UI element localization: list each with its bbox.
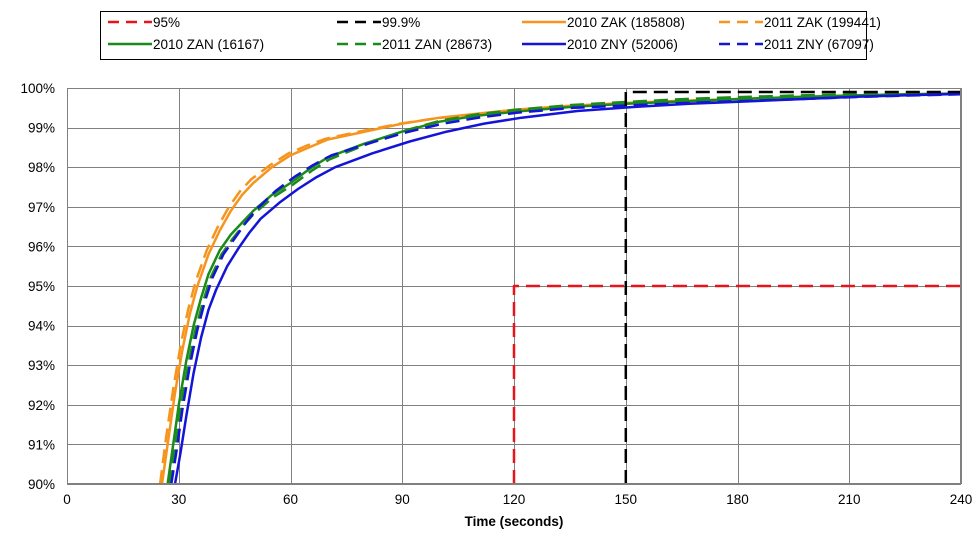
x-axis-title: Time (seconds) [465,514,564,529]
x-tick-label: 240 [950,492,973,507]
x-axis-ticks: 0 30 60 90 120 150 180 210 240 [63,492,972,507]
y-tick-label: 92% [28,398,55,413]
y-tick-label: 98% [28,160,55,175]
legend-label: 2011 ZNY (67097) [764,37,874,52]
series-line-99-9 [624,90,961,484]
x-tick-label: 90 [395,492,410,507]
legend-box [100,11,867,60]
series-line-95 [512,284,961,484]
y-axis-ticks: 90% 91% 92% 93% 94% 95% 96% 97% 98% 99% 100% [20,81,55,492]
x-tick-label: 0 [63,492,71,507]
y-tick-label: 95% [28,279,55,294]
x-tick-label: 150 [614,492,637,507]
series-layer [158,90,962,485]
legend-label: 95% [153,15,180,30]
y-tick-label: 94% [28,319,55,334]
y-tick-label: 100% [20,81,55,96]
y-tick-label: 93% [28,358,55,373]
x-tick-label: 60 [283,492,298,507]
series-line-2011-zan-28673 [168,91,962,485]
y-tick-label: 99% [28,121,55,136]
legend-label: 2010 ZAN (16167) [153,37,264,52]
legend: 95% 99.9% 2010 ZAK (185808) 2011 ZAK (19944… [100,11,881,60]
legend-label: 2010 ZAK (185808) [567,15,685,30]
x-tick-label: 30 [171,492,186,507]
series-line-2011-zak-199441 [158,92,962,485]
y-tick-label: 90% [28,477,55,492]
x-tick-label: 180 [726,492,749,507]
y-tick-label: 97% [28,200,55,215]
x-tick-label: 120 [503,492,526,507]
x-tick-label: 210 [838,492,861,507]
y-tick-label: 91% [28,437,55,452]
legend-label: 2011 ZAN (28673) [382,37,492,52]
legend-label: 2010 ZNY (52006) [567,37,678,52]
plot-border [67,88,961,484]
y-tick-label: 96% [28,239,55,254]
series-line-2011-zny-67097 [170,93,962,485]
legend-label: 2011 ZAK (199441) [764,15,881,30]
legend-label: 99.9% [382,15,420,30]
series-line-2010-zny-52006 [173,92,962,485]
